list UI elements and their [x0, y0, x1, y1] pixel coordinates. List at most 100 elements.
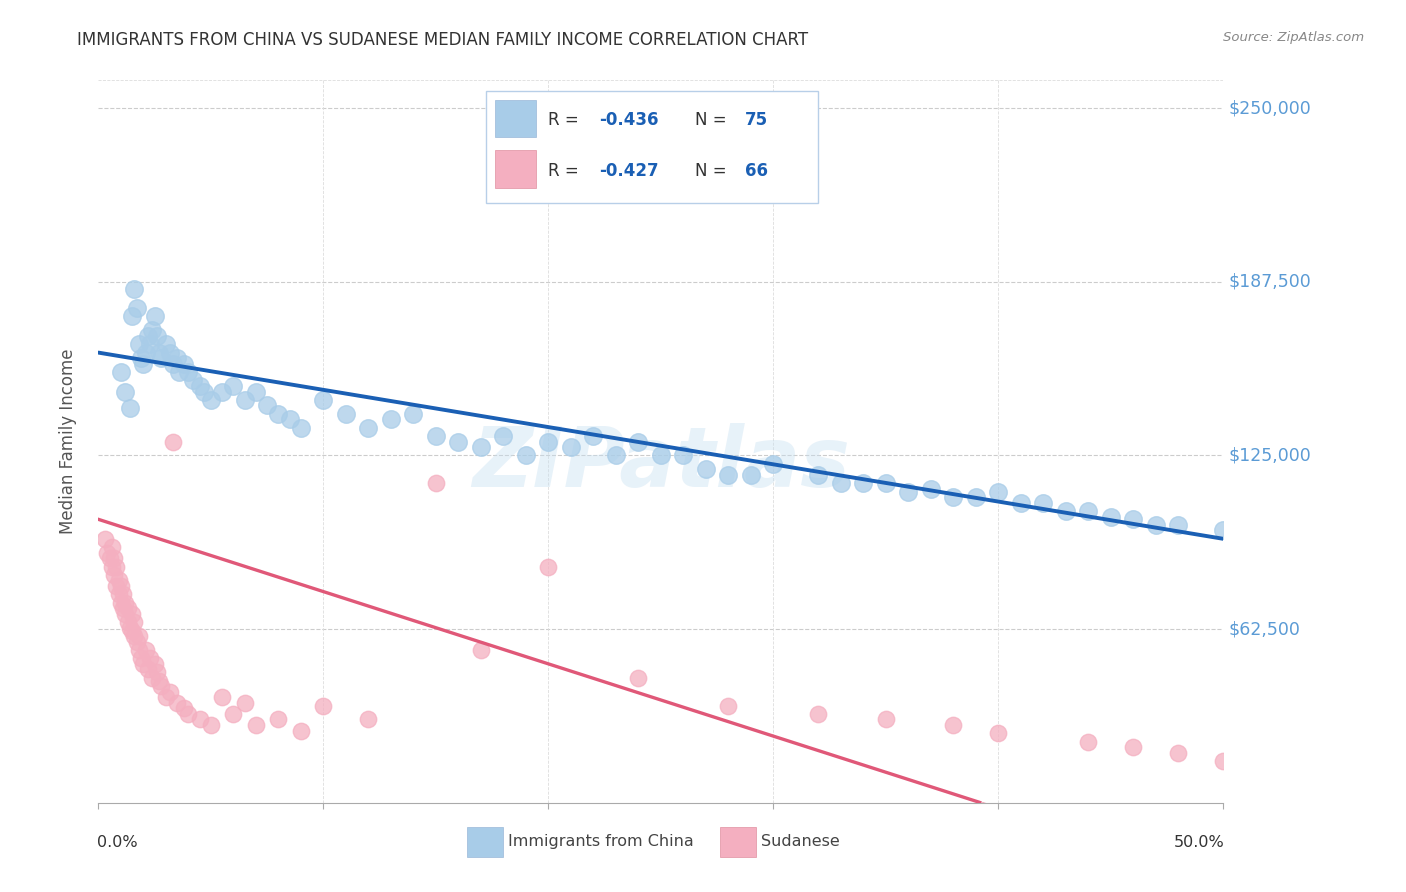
- Point: [181, 373, 204, 387]
- Point: [136, 329, 159, 343]
- Point: [177, 706, 200, 721]
- Point: [103, 551, 125, 566]
- Point: [278, 412, 301, 426]
- Point: [188, 379, 211, 393]
- Point: [143, 657, 166, 671]
- Point: [103, 568, 125, 582]
- Point: [193, 384, 215, 399]
- Point: [96, 546, 118, 560]
- Point: [650, 449, 672, 463]
- Point: [177, 365, 200, 379]
- Point: [470, 643, 492, 657]
- Point: [357, 420, 380, 434]
- Point: [807, 706, 830, 721]
- Point: [124, 615, 146, 630]
- Point: [830, 476, 852, 491]
- Point: [110, 579, 132, 593]
- Point: [357, 713, 380, 727]
- Point: [148, 345, 170, 359]
- Point: [537, 434, 560, 449]
- Point: [121, 624, 143, 638]
- Text: Sudanese: Sudanese: [761, 834, 839, 849]
- Point: [807, 467, 830, 482]
- Text: Immigrants from China: Immigrants from China: [508, 834, 693, 849]
- Point: [200, 718, 222, 732]
- Y-axis label: Median Family Income: Median Family Income: [59, 349, 77, 534]
- Point: [245, 384, 267, 399]
- Point: [118, 621, 141, 635]
- Point: [740, 467, 762, 482]
- Point: [125, 301, 148, 315]
- Point: [1032, 496, 1054, 510]
- Point: [141, 323, 163, 337]
- Point: [312, 698, 335, 713]
- Point: [114, 384, 136, 399]
- Point: [256, 398, 278, 412]
- Point: [290, 723, 312, 738]
- Text: N =: N =: [695, 111, 731, 129]
- Point: [875, 476, 897, 491]
- Point: [942, 490, 965, 504]
- Point: [1077, 504, 1099, 518]
- Point: [627, 434, 650, 449]
- Point: [1167, 517, 1189, 532]
- Point: [128, 629, 150, 643]
- Point: [143, 310, 166, 324]
- Point: [121, 310, 143, 324]
- Point: [1167, 746, 1189, 760]
- Point: [380, 412, 402, 426]
- Point: [425, 429, 447, 443]
- Point: [105, 579, 128, 593]
- Point: [1212, 754, 1234, 768]
- Point: [173, 701, 195, 715]
- Point: [672, 449, 695, 463]
- Point: [105, 559, 128, 574]
- Point: [132, 357, 155, 371]
- Point: [897, 484, 920, 499]
- Point: [245, 718, 267, 732]
- Point: [129, 651, 152, 665]
- Point: [515, 449, 537, 463]
- Point: [233, 392, 256, 407]
- Point: [132, 657, 155, 671]
- Point: [124, 282, 146, 296]
- Point: [402, 407, 425, 421]
- Text: IMMIGRANTS FROM CHINA VS SUDANESE MEDIAN FAMILY INCOME CORRELATION CHART: IMMIGRANTS FROM CHINA VS SUDANESE MEDIAN…: [77, 31, 808, 49]
- Point: [267, 407, 290, 421]
- Point: [290, 420, 312, 434]
- Point: [114, 596, 136, 610]
- Point: [537, 559, 560, 574]
- Point: [1144, 517, 1167, 532]
- Point: [211, 690, 233, 705]
- Point: [1122, 512, 1144, 526]
- Point: [162, 357, 184, 371]
- Point: [762, 457, 785, 471]
- Text: 66: 66: [745, 161, 768, 179]
- Point: [117, 615, 139, 630]
- Point: [267, 713, 290, 727]
- Point: [107, 574, 129, 588]
- Point: [129, 351, 152, 366]
- Text: -0.436: -0.436: [599, 111, 658, 129]
- Point: [211, 384, 233, 399]
- Point: [1099, 509, 1122, 524]
- Text: 50.0%: 50.0%: [1174, 835, 1225, 850]
- Point: [121, 607, 143, 621]
- Point: [107, 587, 129, 601]
- Point: [155, 337, 177, 351]
- Text: R =: R =: [548, 111, 585, 129]
- Point: [110, 365, 132, 379]
- Point: [166, 351, 188, 366]
- Point: [124, 629, 146, 643]
- Point: [605, 449, 627, 463]
- FancyBboxPatch shape: [467, 827, 503, 857]
- Point: [492, 429, 515, 443]
- Point: [112, 601, 135, 615]
- Text: $62,500: $62,500: [1229, 620, 1301, 638]
- Point: [920, 482, 942, 496]
- Point: [312, 392, 335, 407]
- Point: [582, 429, 605, 443]
- FancyBboxPatch shape: [486, 91, 818, 203]
- Point: [717, 467, 740, 482]
- Point: [695, 462, 717, 476]
